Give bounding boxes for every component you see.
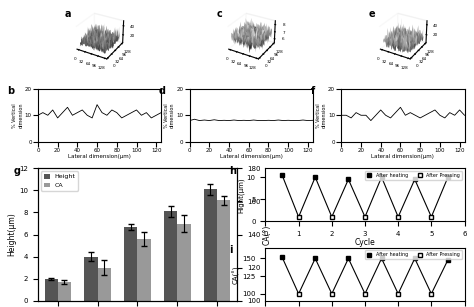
- After heating: [312, 257, 318, 260]
- Bar: [124, 227, 137, 301]
- Bar: [164, 212, 177, 301]
- After Pressing: [362, 292, 368, 296]
- After Pressing: [296, 292, 301, 296]
- X-axis label: Cycle: Cycle: [355, 239, 375, 247]
- Legend: After heating, After Pressing: After heating, After Pressing: [365, 250, 462, 259]
- Y-axis label: % Vertical
dimension: % Vertical dimension: [164, 103, 175, 128]
- Y-axis label: Hight(μm): Hight(μm): [237, 177, 244, 213]
- After heating: [379, 257, 384, 260]
- After heating: [279, 255, 285, 259]
- Bar: [137, 239, 151, 301]
- Bar: [58, 282, 71, 301]
- After Pressing: [329, 215, 335, 219]
- Bar: [217, 200, 230, 301]
- Text: d: d: [159, 86, 166, 96]
- Y-axis label: Height(μm): Height(μm): [8, 213, 17, 256]
- X-axis label: Lateral dimension(μm): Lateral dimension(μm): [372, 154, 434, 159]
- Y-axis label: % Vertical
dimension: % Vertical dimension: [316, 103, 327, 128]
- X-axis label: Lateral dimension(μm): Lateral dimension(μm): [68, 154, 131, 159]
- Legend: After heating, After Pressing: After heating, After Pressing: [365, 171, 462, 180]
- Y-axis label: % Vertical
dimension: % Vertical dimension: [12, 103, 23, 128]
- Text: f: f: [310, 86, 315, 96]
- Line: After Pressing: After Pressing: [297, 215, 433, 219]
- Text: h: h: [229, 166, 237, 176]
- Bar: [177, 223, 191, 301]
- After heating: [445, 175, 451, 179]
- After heating: [346, 257, 351, 260]
- Y-axis label: CA(°): CA(°): [232, 265, 239, 284]
- Bar: [204, 189, 217, 301]
- Bar: [45, 279, 58, 301]
- Text: i: i: [229, 245, 233, 255]
- After heating: [379, 175, 384, 179]
- Line: After Pressing: After Pressing: [297, 292, 433, 296]
- Text: a: a: [65, 9, 72, 19]
- After heating: [312, 175, 318, 179]
- After Pressing: [428, 292, 434, 296]
- Text: c: c: [217, 9, 222, 19]
- After Pressing: [395, 292, 401, 296]
- Text: b: b: [7, 86, 14, 96]
- After heating: [279, 173, 285, 177]
- After Pressing: [296, 215, 301, 219]
- Line: After heating: After heating: [280, 255, 450, 262]
- After Pressing: [395, 215, 401, 219]
- After heating: [412, 177, 418, 181]
- Bar: [98, 268, 111, 301]
- After Pressing: [329, 292, 335, 296]
- X-axis label: Lateral dimension(μm): Lateral dimension(μm): [220, 154, 283, 159]
- After heating: [445, 258, 451, 262]
- Y-axis label: CA(°): CA(°): [263, 224, 272, 245]
- Text: g: g: [14, 166, 21, 176]
- Text: e: e: [368, 9, 375, 19]
- Legend: Height, CA: Height, CA: [41, 171, 78, 191]
- After heating: [346, 177, 351, 181]
- After heating: [412, 257, 418, 260]
- After Pressing: [362, 215, 368, 219]
- Line: After heating: After heating: [280, 173, 450, 181]
- Bar: [84, 257, 98, 301]
- After Pressing: [428, 215, 434, 219]
